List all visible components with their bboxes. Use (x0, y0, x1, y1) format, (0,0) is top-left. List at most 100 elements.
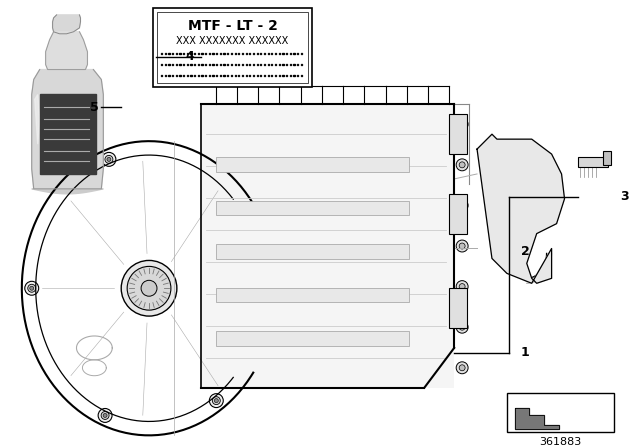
Bar (179, 53, 180, 54)
Circle shape (456, 362, 468, 374)
Circle shape (98, 409, 112, 422)
Bar (297, 64, 298, 65)
Bar (257, 64, 258, 65)
Bar (194, 75, 195, 76)
Bar (201, 104, 454, 388)
Circle shape (492, 154, 512, 174)
Bar (223, 64, 225, 65)
Circle shape (459, 202, 465, 208)
Bar (223, 75, 225, 76)
Bar (234, 64, 236, 65)
Bar (286, 64, 287, 65)
Bar (209, 64, 210, 65)
Circle shape (497, 159, 507, 169)
Circle shape (456, 199, 468, 211)
Bar (212, 75, 214, 76)
Bar (216, 53, 218, 54)
Bar (202, 75, 203, 76)
Bar (271, 75, 273, 76)
Bar (260, 75, 262, 76)
Circle shape (105, 155, 113, 164)
Bar (249, 53, 250, 54)
Polygon shape (515, 408, 559, 429)
Bar (234, 75, 236, 76)
Bar (275, 64, 276, 65)
Text: 3: 3 (620, 190, 629, 203)
Bar (293, 75, 294, 76)
Bar (216, 64, 218, 65)
Circle shape (497, 228, 507, 238)
Bar (264, 64, 265, 65)
Circle shape (29, 286, 34, 290)
Bar (231, 64, 232, 65)
Bar (301, 53, 302, 54)
Bar (198, 64, 199, 65)
Bar (286, 75, 287, 76)
Bar (290, 53, 291, 54)
Bar (209, 75, 210, 76)
Bar (187, 64, 188, 65)
Bar (257, 53, 258, 54)
Circle shape (456, 118, 468, 130)
Bar (282, 53, 284, 54)
Polygon shape (32, 69, 103, 189)
Circle shape (107, 157, 111, 161)
Bar (205, 75, 206, 76)
Bar (183, 64, 184, 65)
Bar (216, 244, 410, 259)
Bar (227, 64, 228, 65)
Bar (242, 53, 243, 54)
Bar (293, 53, 294, 54)
Polygon shape (40, 95, 97, 174)
Circle shape (459, 121, 465, 127)
Bar (301, 75, 302, 76)
Bar (161, 53, 162, 54)
Bar (227, 75, 228, 76)
Polygon shape (477, 134, 564, 283)
Bar (220, 53, 221, 54)
Bar (297, 53, 298, 54)
Bar (242, 75, 243, 76)
Bar (249, 64, 250, 65)
Bar (175, 75, 177, 76)
Bar (271, 64, 273, 65)
Bar (220, 64, 221, 65)
Bar (290, 75, 291, 76)
Circle shape (459, 284, 465, 289)
Polygon shape (52, 15, 81, 34)
Circle shape (456, 240, 468, 252)
Bar (172, 64, 173, 65)
Bar (579, 157, 608, 167)
Bar (268, 75, 269, 76)
Bar (253, 75, 254, 76)
Bar (286, 53, 287, 54)
Bar (212, 53, 214, 54)
Bar (234, 53, 236, 54)
Bar (161, 64, 162, 65)
Bar (194, 64, 195, 65)
Bar (187, 75, 188, 76)
Bar (168, 75, 170, 76)
Bar (238, 53, 239, 54)
Bar (194, 53, 195, 54)
Bar (179, 75, 180, 76)
Bar (205, 53, 206, 54)
Bar (275, 75, 276, 76)
Bar (190, 75, 191, 76)
Bar (293, 64, 294, 65)
Text: MTF - LT - 2: MTF - LT - 2 (188, 19, 278, 33)
Circle shape (209, 169, 223, 183)
Bar (257, 75, 258, 76)
Bar (172, 75, 173, 76)
Bar (164, 53, 166, 54)
Circle shape (212, 172, 220, 180)
Circle shape (121, 260, 177, 316)
Bar (190, 64, 191, 65)
Circle shape (60, 79, 74, 94)
Circle shape (459, 162, 465, 168)
Bar (216, 288, 410, 302)
Bar (157, 12, 308, 83)
Bar (260, 64, 262, 65)
Bar (190, 53, 191, 54)
Bar (271, 53, 273, 54)
